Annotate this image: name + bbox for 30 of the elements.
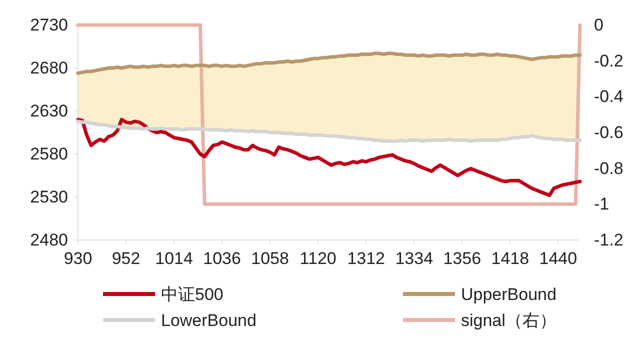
x-tick-label: 1312 [347, 249, 386, 268]
y2-tick-label: -0.6 [594, 123, 624, 142]
y-tick-label: 2480 [30, 230, 68, 250]
x-tick-label: 1418 [491, 249, 530, 268]
y2-tick-label: -1.2 [594, 230, 624, 250]
y-tick-label: 2630 [30, 102, 68, 120]
x-tick-label: 1120 [300, 249, 336, 268]
legend-label: UpperBound [461, 284, 556, 304]
legend-label: 中证500 [161, 284, 224, 304]
x-tick-label: 952 [112, 249, 140, 268]
line-series [76, 118, 582, 198]
x-tick-label: 1440 [539, 249, 578, 268]
line-series [76, 52, 582, 75]
y-tick-label: 2530 [30, 188, 68, 206]
x-tick-label: 1014 [155, 249, 193, 268]
y2-tick-label: 0 [594, 16, 604, 34]
y2-tick-label: -0.4 [594, 87, 624, 106]
x-tick-label: 1058 [251, 249, 289, 268]
y2-tick-label: -0.8 [594, 158, 624, 178]
x-tick-label: 930 [64, 249, 92, 268]
x-tick-label: 1036 [203, 249, 241, 268]
legend-label: signal（右） [461, 310, 556, 330]
y-tick-label: 2680 [30, 58, 68, 78]
y-tick-label: 2580 [30, 144, 68, 164]
legend-label: LowerBound [161, 310, 256, 330]
y2-tick-label: -0.2 [594, 51, 624, 70]
x-tick-label: 1334 [395, 249, 434, 268]
y2-tick-label: -1 [594, 194, 610, 214]
x-tick-label: 1356 [443, 249, 482, 268]
y-tick-label: 2730 [30, 16, 68, 34]
